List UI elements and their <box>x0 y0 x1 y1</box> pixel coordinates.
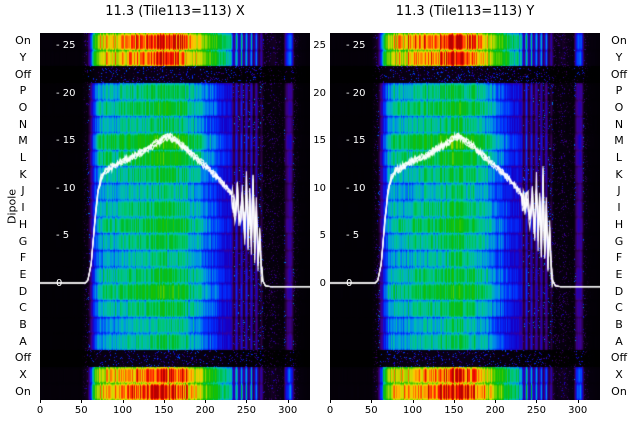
dipole-label-left-14: E <box>19 267 27 281</box>
y-tick-between-10: 10 <box>313 182 326 194</box>
x-tick-label-1-250: 250 <box>526 405 546 416</box>
x-tick-mark-1-100 <box>412 400 414 403</box>
y-tick-inner-1-5: - 5 <box>346 230 360 242</box>
dipole-label-right-17: B <box>615 317 623 331</box>
x-tick-mark-1-300 <box>577 400 579 403</box>
plot-title-y: 11.3 (Tile113=113) Y <box>395 4 535 19</box>
dipole-label-right-21: On <box>611 384 627 398</box>
y-tick-inner-0-15: - 15 <box>56 135 76 147</box>
dipole-label-left-15: D <box>18 284 28 298</box>
dipole-letters-left: On Y Off P O N M L K J I H G F E D C B A Off X On <box>10 0 36 440</box>
dipole-label-left-9: J <box>21 184 25 198</box>
x-tick-label-0-0: 0 <box>36 405 44 416</box>
dipole-letters-right: On Y Off P O N M L K J I H G F E D C B A Off X On <box>604 0 634 440</box>
x-tick-label-1-100: 100 <box>403 405 423 416</box>
y-tick-inner-0-5: - 5 <box>56 230 70 242</box>
dipole-label-left-18: A <box>19 334 27 348</box>
dipole-label-right-8: K <box>615 167 623 181</box>
heatmap-canvas-y <box>330 33 600 400</box>
dipole-label-right-3: P <box>615 84 623 98</box>
dipole-label-left-20: X <box>19 367 27 381</box>
y-tick-inner-1-15: - 15 <box>346 135 366 147</box>
x-tick-label-1-50: 50 <box>364 405 378 416</box>
dipole-label-right-13: F <box>615 251 623 265</box>
dipole-label-right-7: L <box>615 151 623 165</box>
x-tick-mark-1-200 <box>495 400 497 403</box>
dipole-label-right-0: On <box>611 34 627 48</box>
dipole-label-right-11: H <box>614 217 624 231</box>
y-tick-between-15: 15 <box>313 135 326 147</box>
y-tick-between-25: 25 <box>313 39 326 51</box>
y-tick-inner-1-20: - 20 <box>346 87 366 99</box>
x-tick-label-1-150: 150 <box>444 405 464 416</box>
y-tick-inner-1-0: 0 <box>346 277 353 289</box>
dipole-label-left-6: M <box>18 134 28 148</box>
dipole-label-left-3: P <box>19 84 27 98</box>
y-tick-inner-0-25: - 25 <box>56 39 76 51</box>
dipole-label-left-4: O <box>18 101 28 115</box>
x-tick-mark-0-150 <box>163 400 165 403</box>
x-tick-label-0-300: 300 <box>278 405 298 416</box>
dipole-label-left-8: K <box>19 167 27 181</box>
x-tick-mark-0-250 <box>246 400 248 403</box>
dipole-label-right-10: I <box>617 201 621 215</box>
x-tick-label-0-200: 200 <box>195 405 215 416</box>
x-tick-label-1-300: 300 <box>568 405 588 416</box>
dipole-label-left-13: F <box>19 251 27 265</box>
y-tick-inner-0-10: - 10 <box>56 182 76 194</box>
dipole-label-left-7: L <box>19 151 27 165</box>
dipole-label-left-1: Y <box>19 51 27 65</box>
x-tick-mark-1-150 <box>453 400 455 403</box>
dipole-label-left-0: On <box>15 34 31 48</box>
x-tick-mark-0-200 <box>205 400 207 403</box>
dipole-label-right-2: Off <box>610 67 628 81</box>
dipole-label-right-14: E <box>615 267 623 281</box>
dipole-label-left-2: Off <box>14 67 32 81</box>
dipole-label-left-17: B <box>19 317 27 331</box>
y-tick-between-0: 0 <box>319 277 326 289</box>
y-tick-between-20: 20 <box>313 87 326 99</box>
y-tick-between-5: 5 <box>319 230 326 242</box>
dipole-label-right-1: Y <box>615 51 623 65</box>
dipole-label-right-6: M <box>614 134 624 148</box>
plot-title-x: 11.3 (Tile113=113) X <box>105 4 245 19</box>
x-tick-label-1-0: 0 <box>326 405 334 416</box>
x-tick-label-0-150: 150 <box>154 405 174 416</box>
dipole-label-right-16: C <box>615 301 623 315</box>
x-tick-label-0-100: 100 <box>113 405 133 416</box>
y-tick-inner-0-20: - 20 <box>56 87 76 99</box>
x-tick-label-0-250: 250 <box>236 405 256 416</box>
y-tick-inner-0-0: 0 <box>56 277 63 289</box>
dipole-label-left-21: On <box>15 384 31 398</box>
x-tick-mark-0-50 <box>81 400 83 403</box>
dipole-label-left-12: G <box>18 234 28 248</box>
heatmap-canvas-x <box>40 33 310 400</box>
x-tick-mark-0-0 <box>40 400 41 403</box>
dipole-label-left-19: Off <box>14 351 32 365</box>
dipole-label-left-5: N <box>18 117 28 131</box>
y-tick-inner-1-10: - 10 <box>346 182 366 194</box>
dipole-label-right-12: G <box>614 234 624 248</box>
dipole-label-right-4: O <box>614 101 624 115</box>
dipole-label-right-9: J <box>617 184 621 198</box>
dipole-label-right-20: X <box>615 367 623 381</box>
x-tick-label-1-200: 200 <box>485 405 505 416</box>
dipole-label-left-16: C <box>19 301 27 315</box>
x-tick-mark-1-50 <box>371 400 373 403</box>
x-tick-label-0-50: 50 <box>74 405 88 416</box>
dipole-label-right-5: N <box>614 117 624 131</box>
y-tick-inner-1-25: - 25 <box>346 39 366 51</box>
x-tick-mark-0-100 <box>122 400 124 403</box>
dipole-label-right-18: A <box>615 334 623 348</box>
dipole-label-right-15: D <box>614 284 624 298</box>
x-tick-mark-1-0 <box>330 400 331 403</box>
x-tick-mark-1-250 <box>536 400 538 403</box>
dipole-label-left-11: H <box>18 217 28 231</box>
dipole-label-left-10: I <box>21 201 25 215</box>
dipole-label-right-19: Off <box>610 351 628 365</box>
x-tick-mark-0-300 <box>287 400 289 403</box>
